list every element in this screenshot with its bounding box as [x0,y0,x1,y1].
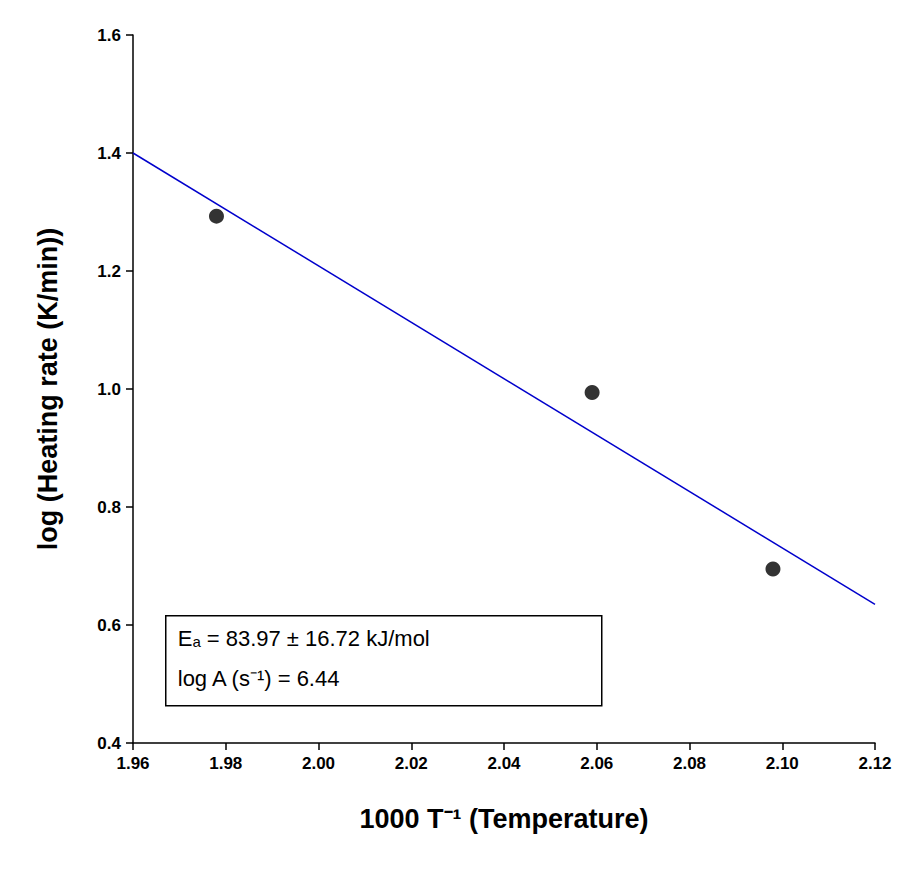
svg-text:1000 T⁻¹ (Temperature): 1000 T⁻¹ (Temperature) [359,804,648,834]
svg-text:2.12: 2.12 [858,754,891,773]
svg-text:2.02: 2.02 [395,754,428,773]
svg-text:2.10: 2.10 [766,754,799,773]
svg-text:1.98: 1.98 [209,754,242,773]
svg-text:1.6: 1.6 [97,26,121,45]
svg-text:2.00: 2.00 [302,754,335,773]
svg-text:2.08: 2.08 [673,754,706,773]
svg-text:log (Heating rate (K/min)): log (Heating rate (K/min)) [33,228,63,551]
svg-text:log A (s⁻¹) = 6.44: log A (s⁻¹) = 6.44 [178,666,340,691]
svg-text:Eₐ = 83.97 ± 16.72 kJ/mol: Eₐ = 83.97 ± 16.72 kJ/mol [178,626,430,651]
svg-text:1.4: 1.4 [97,144,121,163]
svg-text:1.2: 1.2 [97,262,121,281]
svg-text:0.8: 0.8 [97,498,121,517]
svg-text:0.4: 0.4 [97,734,121,753]
svg-text:0.6: 0.6 [97,616,121,635]
svg-text:2.04: 2.04 [487,754,521,773]
svg-text:2.06: 2.06 [580,754,613,773]
svg-text:1.96: 1.96 [116,754,149,773]
svg-text:1.0: 1.0 [97,380,121,399]
